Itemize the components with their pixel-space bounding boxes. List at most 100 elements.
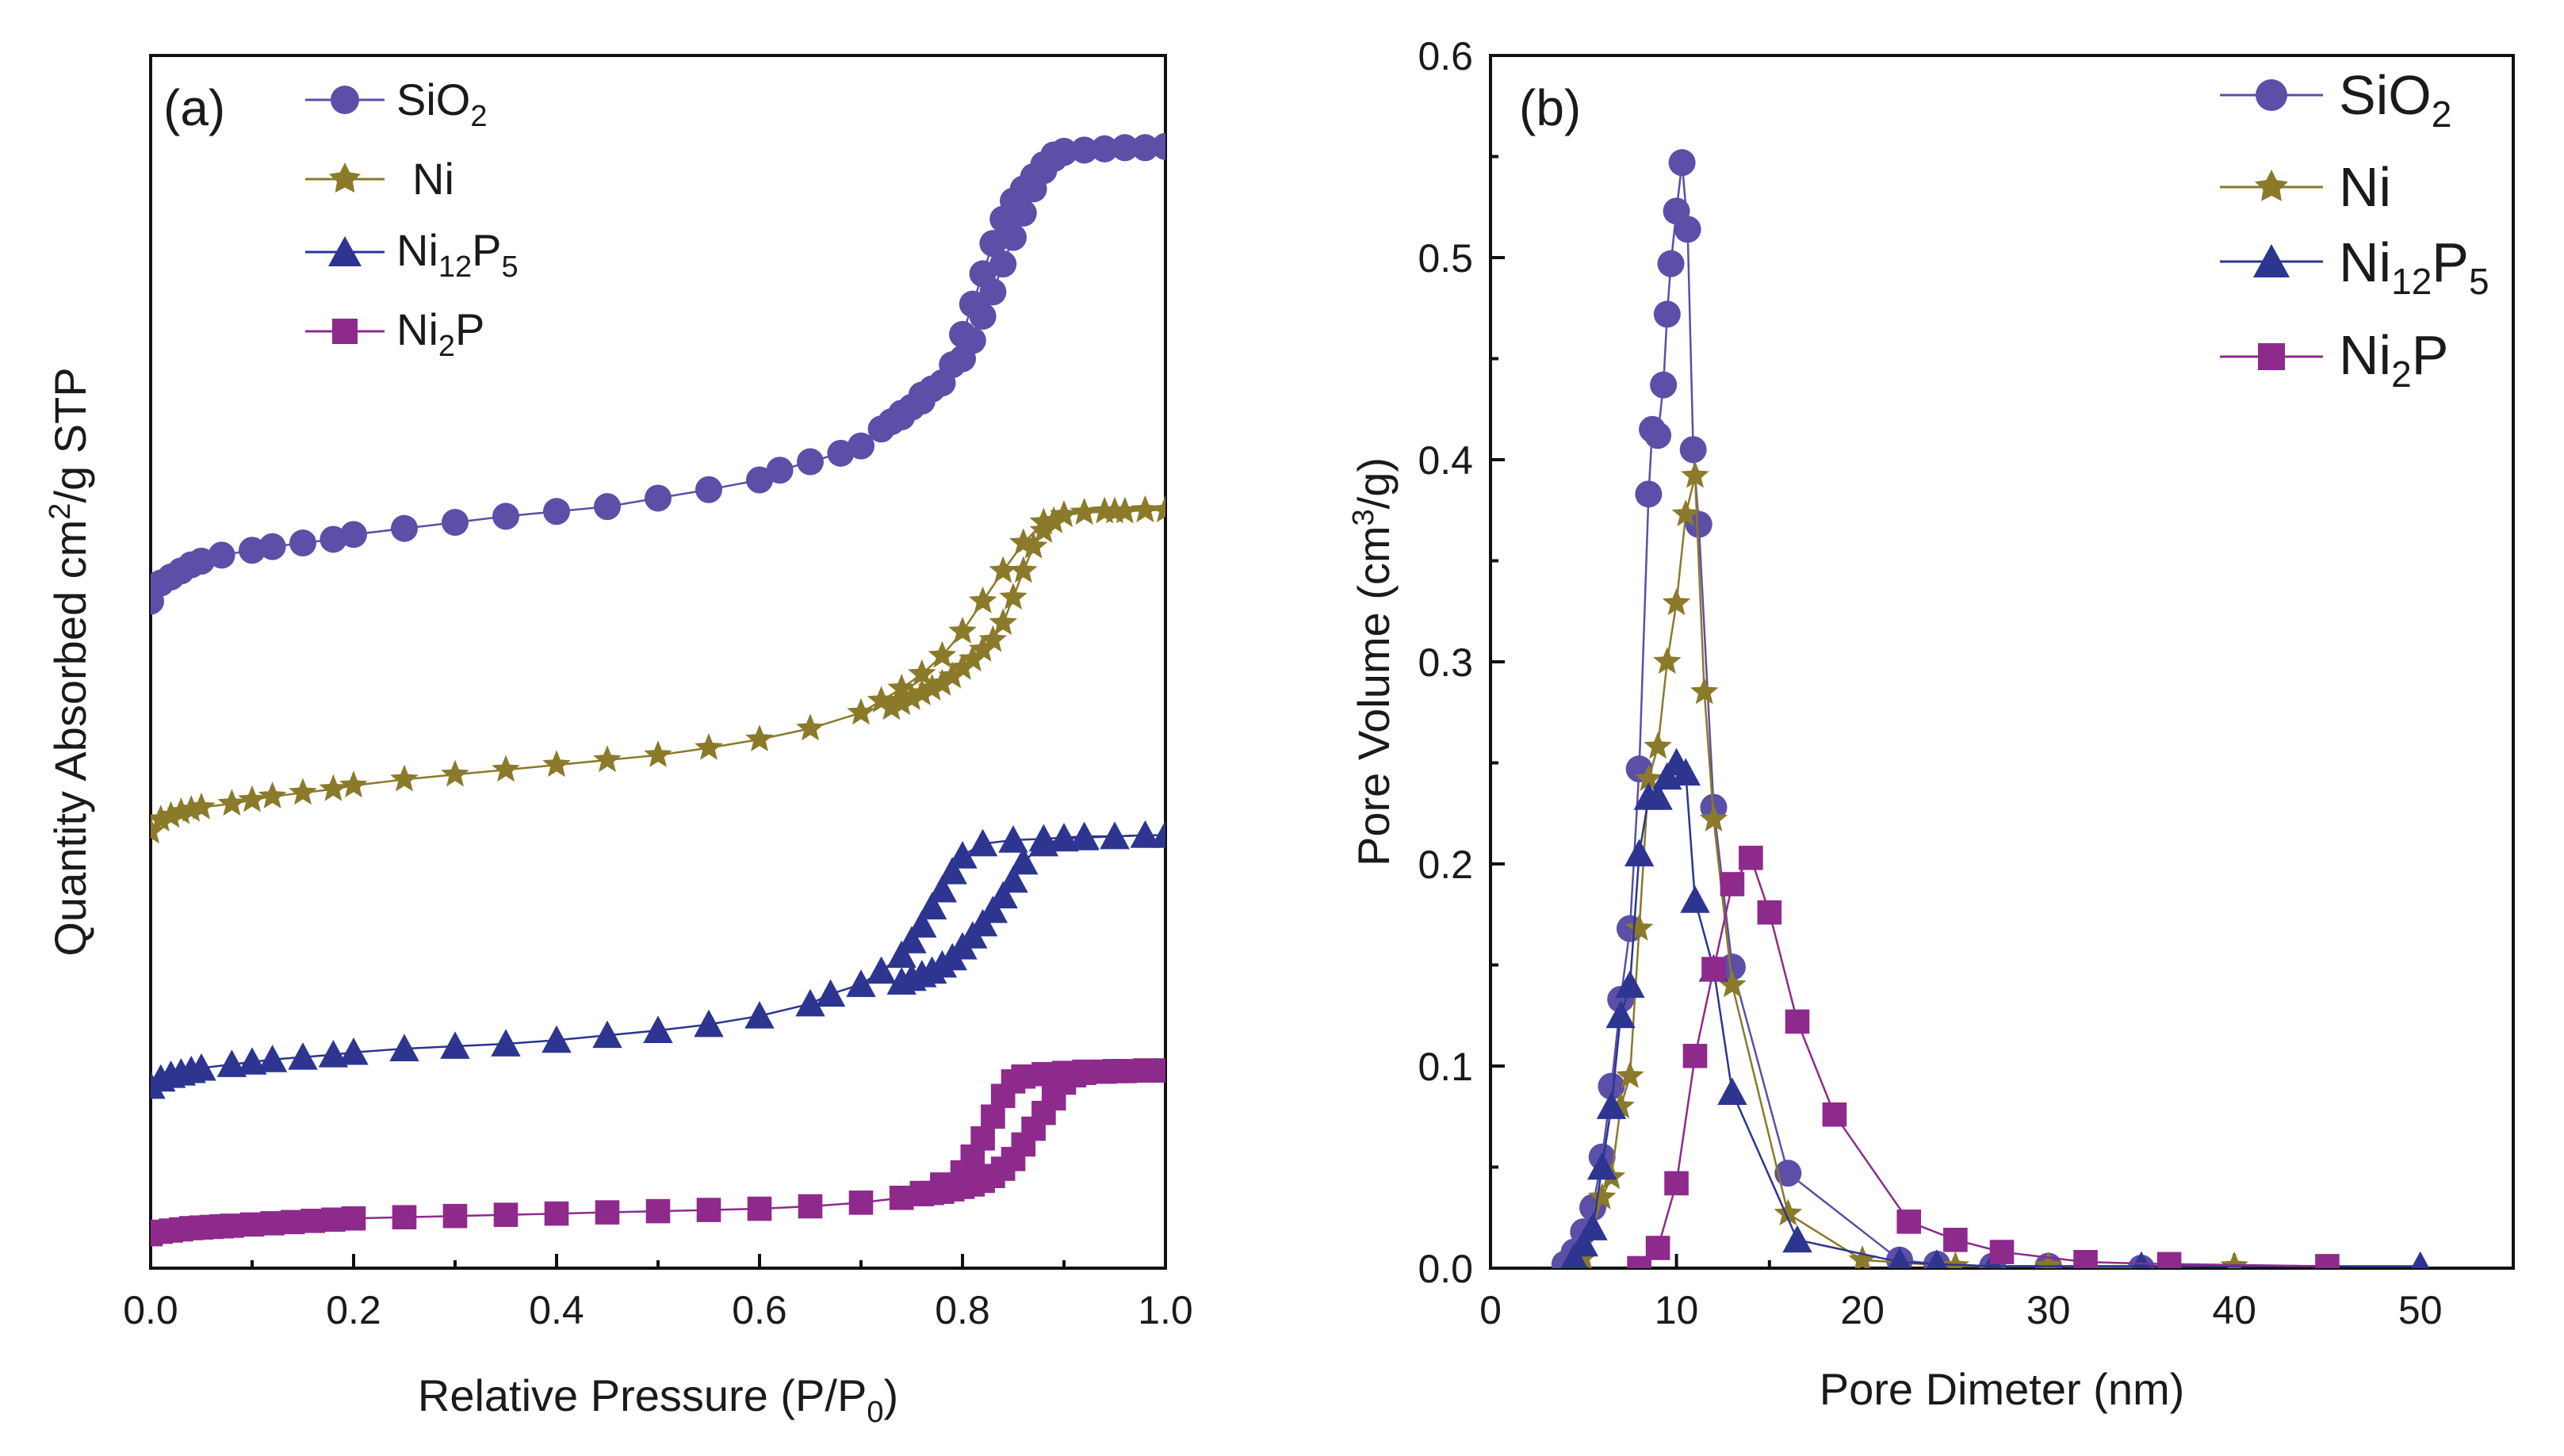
panel-b-sio2-point <box>1650 371 1678 399</box>
panel-a-sio2-desorption-point <box>878 408 905 436</box>
panel-b-x-tick-label: 0 <box>1479 1288 1502 1332</box>
panel-a-ni12p5-adsorption-point <box>744 1001 775 1029</box>
panel-a-ni2p-adsorption-point <box>848 1190 874 1215</box>
legend-b-sio2-label: SiO2 <box>2339 64 2451 135</box>
panel-a-sio2-adsorption-point <box>594 493 621 521</box>
panel-b-series-ni2p <box>1627 846 2340 1268</box>
panel-b-ni12p5-point <box>2411 1251 2430 1268</box>
panel-a-ni-desorption-point <box>1050 500 1078 527</box>
panel-b-ni2p-point <box>1664 1171 1689 1196</box>
panel-a-ni2p-desorption-point <box>909 1182 935 1206</box>
panel-a-ni12p5-adsorption-point <box>257 1045 288 1072</box>
panel-a-ni-adsorption-point <box>187 792 216 820</box>
panel-b-ni-point <box>1671 499 1701 526</box>
panel-a-ni2p-adsorption-point <box>260 1211 285 1236</box>
panel-a-ni2p-adsorption-point <box>645 1198 671 1224</box>
legend-b-ni2p-label: Ni2P <box>2339 324 2448 395</box>
panel-b-ni12p5-point <box>1717 1077 1747 1106</box>
panel-a-ni-desorption-point <box>999 583 1028 610</box>
panel-a-ni12p5-adsorption-point <box>542 1025 572 1053</box>
panel-a-ni2p-adsorption-point <box>889 1185 914 1210</box>
panel-a-sio2-adsorption-point <box>746 466 773 494</box>
panel-a-ni-adsorption-point <box>390 764 419 792</box>
panel-a-ni12p5-adsorption-point <box>907 910 937 938</box>
panel-b-ni2p-point <box>1785 1009 1810 1034</box>
panel-a-ni-adsorption-point <box>968 586 997 613</box>
panel-a-sio2-adsorption-point <box>258 533 286 560</box>
panel-a-ni-adsorption-point <box>745 724 774 751</box>
panel-a-ni-adsorption-point <box>989 556 1017 583</box>
panel-a-ni-adsorption-point <box>644 740 672 767</box>
panel-a-ni2p-adsorption-point <box>321 1207 346 1232</box>
panel-b-ni-point <box>1587 1183 1617 1210</box>
panel-a-ni2p-adsorption-point <box>544 1201 569 1226</box>
panel-a-sio2-adsorption-point <box>827 439 855 467</box>
legend-a-sio2: SiO2 <box>305 75 488 133</box>
legend-b-ni2p-marker <box>2258 343 2285 370</box>
panel-a-sio2-adsorption-point <box>340 521 367 548</box>
panel-b-ni12p5-point <box>1596 1091 1627 1119</box>
panel-a-sio2-adsorption-point <box>797 448 824 476</box>
panel-b-series-ni <box>1569 460 2248 1268</box>
panel-a-ni-adsorption-point <box>1009 528 1038 556</box>
panel-b-x-tick-label: 30 <box>2026 1288 2071 1332</box>
panel-b-ni12p5-point <box>1927 1249 1947 1268</box>
panel-a-series <box>151 132 1165 1247</box>
panel-b-sio2-point <box>1657 250 1685 277</box>
legend-a-ni-label: Ni <box>412 154 454 204</box>
panel-b-ni2p-point <box>1645 1236 1670 1260</box>
panel-a-x-ticks: 0.0 0.2 0.4 0.6 0.8 1.0 <box>123 1254 1193 1332</box>
panel-b-x-ticks: 0 10 20 30 40 50 <box>1479 1254 2515 1332</box>
panel-a-ni-adsorption-point <box>339 770 368 798</box>
panel-b-y-tick-label: 0.4 <box>1418 438 1473 483</box>
panel-a-y-axis-title: Quantity Absorbed cm2/g STP <box>44 367 95 956</box>
panel-a-ni2p-desorption-point <box>1133 1058 1158 1083</box>
legend-b-ni-marker <box>2255 170 2288 201</box>
legend-a-ni2p-label: Ni2P <box>396 304 484 363</box>
panel-a-sio2-desorption-point <box>969 260 997 288</box>
panel-b-ni-point <box>1625 913 1654 941</box>
panel-b-ni-point <box>1606 1091 1635 1119</box>
panel-a-ni-adsorption-point <box>928 640 957 668</box>
panel-a-sio2-adsorption-point <box>391 514 418 542</box>
panel-b-ni12p5-point <box>1605 1000 1636 1029</box>
panel-b-ni2p-point <box>1739 846 1763 870</box>
panel-a-ni12p5-desorption-point <box>1130 820 1161 848</box>
panel-b-series <box>1551 149 2430 1268</box>
panel-a-sio2-desorption-point <box>959 290 986 318</box>
panel-a-ni-adsorption-point <box>867 686 896 713</box>
panel-b-ni12p5-line <box>1573 761 2420 1267</box>
panel-a-ni-desorption-point <box>928 668 957 696</box>
panel-b-x-axis-title: Pore Dimeter (nm) <box>1820 1364 2185 1414</box>
panel-a-sio2-adsorption-point <box>208 541 235 569</box>
panel-b-ni12p5-point <box>1782 1225 1812 1253</box>
panel-a-ni12p5-adsorption-point <box>937 856 967 885</box>
panel-b-ni12p5-point <box>1680 885 1710 913</box>
panel-a-ni2p-adsorption-point <box>1011 1064 1036 1089</box>
panel-a-ni12p5-adsorption-point <box>815 979 846 1007</box>
panel-a-ni12p5-adsorption-point <box>151 1071 166 1099</box>
panel-a-sio2-adsorption-point <box>239 537 266 564</box>
legend-a-ni-marker <box>329 162 361 193</box>
panel-b-ni-point <box>1653 647 1682 674</box>
panel-a-ni12p5-adsorption-point <box>216 1049 247 1077</box>
panel-a-ni-adsorption-point <box>166 797 196 824</box>
panel-a-ni-desorption-point <box>959 644 987 672</box>
panel-b-ni-point <box>1662 588 1691 616</box>
panel-a-ni12p5-desorption-point <box>1100 821 1130 850</box>
panel-a-ni-adsorption-point <box>492 755 520 782</box>
panel-a-ni12p5-desorption-point <box>1008 846 1039 875</box>
panel-a-ni2p-adsorption-point <box>300 1209 326 1233</box>
panel-a-ni2p-adsorption-point <box>442 1203 468 1229</box>
panel-a-ni-desorption-point <box>978 625 1008 652</box>
panel-a-series-sio2 <box>151 132 1165 615</box>
legend-a-sio2-label: SiO2 <box>396 75 488 133</box>
panel-a-ni-desorption-point <box>1090 496 1119 524</box>
panel-a-ni12p5-adsorption-point <box>186 1053 216 1081</box>
legend-b-ni-label: Ni <box>2339 156 2391 218</box>
panel-b-ni-point <box>2034 1251 2063 1268</box>
panel-a-sio2-adsorption-point <box>695 476 722 503</box>
panel-a-ni12p5-adsorption-point <box>643 1015 673 1044</box>
panel-a-ni12p5-adsorption-point <box>998 825 1028 853</box>
panel-a-ni12p5-adsorption-point <box>237 1047 267 1075</box>
